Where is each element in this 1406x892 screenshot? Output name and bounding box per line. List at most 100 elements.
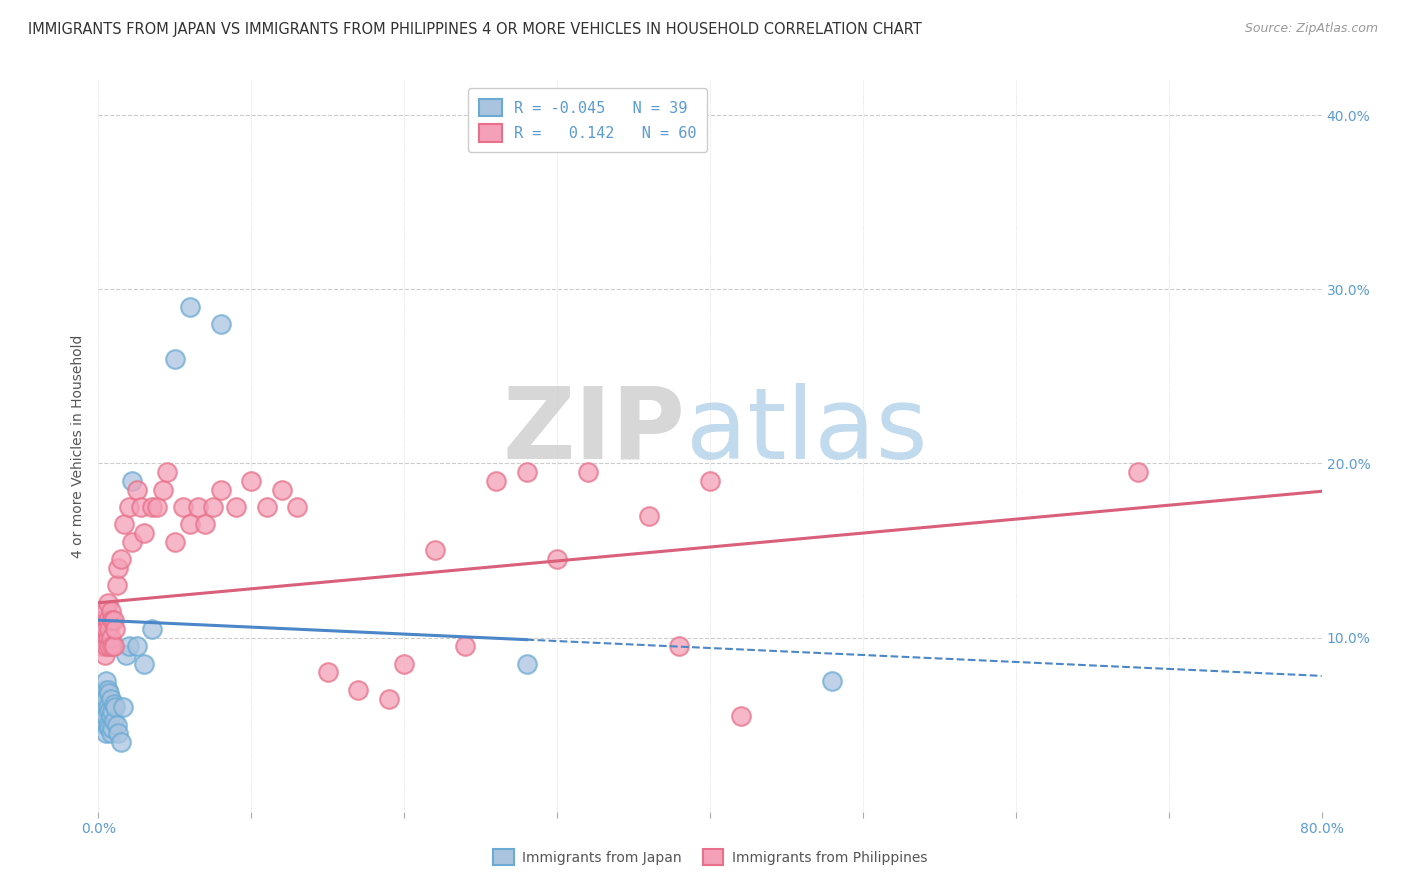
Point xyxy=(97,717,120,731)
Point xyxy=(93,682,115,697)
Point xyxy=(91,691,114,706)
Point xyxy=(107,726,129,740)
Point xyxy=(105,717,128,731)
Point xyxy=(110,552,132,566)
Point xyxy=(546,552,568,566)
Point xyxy=(821,674,844,689)
Point xyxy=(105,578,128,592)
Point xyxy=(187,500,209,514)
Point xyxy=(93,700,115,714)
Point xyxy=(179,517,201,532)
Point xyxy=(202,500,225,514)
Point xyxy=(94,640,117,654)
Point xyxy=(98,640,121,654)
Point xyxy=(100,691,122,706)
Point xyxy=(97,596,120,610)
Point xyxy=(103,640,125,654)
Point xyxy=(134,526,156,541)
Point xyxy=(668,640,690,654)
Point xyxy=(1128,465,1150,479)
Point xyxy=(91,613,114,627)
Point xyxy=(100,726,122,740)
Point xyxy=(141,500,163,514)
Point xyxy=(121,534,143,549)
Point xyxy=(152,483,174,497)
Point xyxy=(118,640,141,654)
Point xyxy=(101,613,124,627)
Point xyxy=(98,622,121,636)
Point xyxy=(104,622,127,636)
Point xyxy=(97,631,120,645)
Point xyxy=(118,500,141,514)
Point xyxy=(209,483,232,497)
Point xyxy=(101,721,124,735)
Point xyxy=(100,604,122,618)
Point xyxy=(423,543,446,558)
Point xyxy=(103,714,125,728)
Text: atlas: atlas xyxy=(686,383,927,480)
Point xyxy=(93,717,115,731)
Point xyxy=(94,691,117,706)
Point xyxy=(100,631,122,645)
Point xyxy=(98,686,121,700)
Point xyxy=(112,517,135,532)
Point xyxy=(115,648,138,662)
Point xyxy=(256,500,278,514)
Point xyxy=(285,500,308,514)
Point xyxy=(270,483,292,497)
Point xyxy=(107,561,129,575)
Point xyxy=(392,657,416,671)
Point xyxy=(179,300,201,314)
Point xyxy=(156,465,179,479)
Point xyxy=(121,474,143,488)
Point xyxy=(141,622,163,636)
Point xyxy=(347,682,370,697)
Point xyxy=(240,474,263,488)
Point xyxy=(145,500,167,514)
Point xyxy=(111,700,134,714)
Point xyxy=(125,640,148,654)
Point xyxy=(94,674,117,689)
Point xyxy=(134,657,156,671)
Point xyxy=(516,465,538,479)
Point xyxy=(225,500,247,514)
Point xyxy=(163,351,186,366)
Point xyxy=(91,700,114,714)
Point xyxy=(454,640,477,654)
Point xyxy=(94,604,117,618)
Point xyxy=(730,709,752,723)
Text: ZIP: ZIP xyxy=(503,383,686,480)
Point xyxy=(94,709,117,723)
Point xyxy=(98,704,121,718)
Point xyxy=(637,508,661,523)
Point xyxy=(194,517,217,532)
Point xyxy=(98,721,121,735)
Point xyxy=(101,640,124,654)
Point xyxy=(129,500,152,514)
Point xyxy=(101,704,124,718)
Point xyxy=(94,726,117,740)
Point xyxy=(576,465,599,479)
Point xyxy=(316,665,339,680)
Point xyxy=(91,631,114,645)
Point xyxy=(103,697,125,711)
Point xyxy=(172,500,194,514)
Point xyxy=(90,709,112,723)
Point xyxy=(110,735,132,749)
Point xyxy=(104,700,127,714)
Text: IMMIGRANTS FROM JAPAN VS IMMIGRANTS FROM PHILIPPINES 4 OR MORE VEHICLES IN HOUSE: IMMIGRANTS FROM JAPAN VS IMMIGRANTS FROM… xyxy=(28,22,922,37)
Point xyxy=(90,640,112,654)
Text: Source: ZipAtlas.com: Source: ZipAtlas.com xyxy=(1244,22,1378,36)
Point xyxy=(209,317,232,331)
Point xyxy=(100,709,122,723)
Point xyxy=(125,483,148,497)
Point xyxy=(485,474,508,488)
Point xyxy=(163,534,186,549)
Point xyxy=(97,682,120,697)
Point xyxy=(97,700,120,714)
Point xyxy=(94,622,117,636)
Point xyxy=(378,691,401,706)
Point xyxy=(93,622,115,636)
Point xyxy=(97,613,120,627)
Point xyxy=(93,648,115,662)
